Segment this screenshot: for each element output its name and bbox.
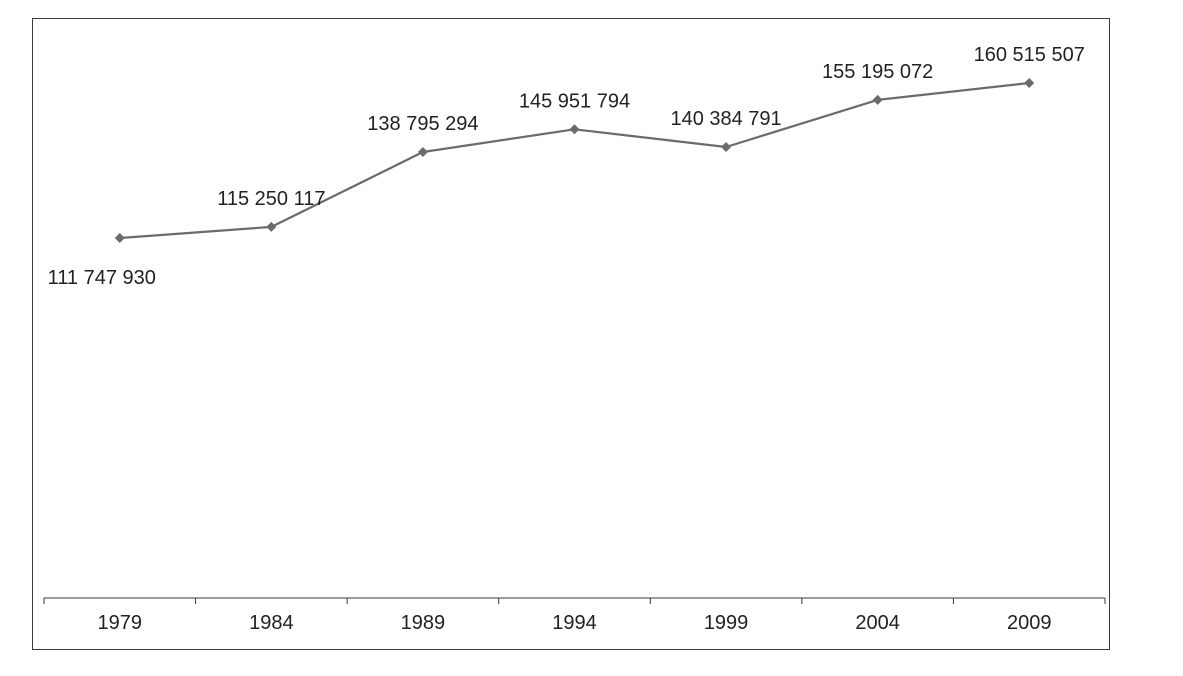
x-tick-label: 2004 <box>855 612 900 634</box>
x-axis: 1979 1984 1989 1994 1999 2004 2009 <box>43 597 1106 634</box>
data-point-marker <box>872 94 883 105</box>
x-tick-label: 1989 <box>401 612 446 634</box>
data-label: 138 795 294 <box>367 113 478 135</box>
x-tick-label: 2009 <box>1007 612 1052 634</box>
data-point-marker <box>1024 78 1035 88</box>
x-tick-label: 1994 <box>552 612 597 634</box>
data-label: 160 515 507 <box>974 44 1085 66</box>
data-label: 140 384 791 <box>670 108 781 130</box>
data-label-group: 111 747 930 115 250 117 138 795 294 145 951… <box>48 44 1085 289</box>
data-point-marker <box>114 233 125 243</box>
data-point-marker <box>417 147 428 158</box>
x-tick-label: 1999 <box>704 612 749 634</box>
x-tick-label: 1979 <box>98 612 143 634</box>
data-label: 145 951 794 <box>519 90 630 112</box>
data-point-marker <box>721 141 732 152</box>
data-point-marker <box>266 221 277 232</box>
chart-frame <box>32 18 1110 650</box>
data-label: 155 195 072 <box>822 61 933 83</box>
data-label: 115 250 117 <box>217 188 325 210</box>
marker-group <box>114 78 1035 243</box>
x-tick-label: 1984 <box>249 612 294 634</box>
data-label: 111 747 930 <box>48 267 156 289</box>
data-point-marker <box>569 124 580 135</box>
